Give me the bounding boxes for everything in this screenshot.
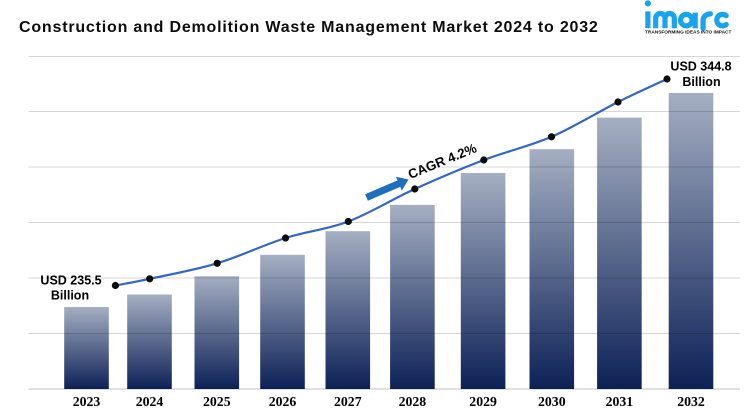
svg-text:2032: 2032 [677, 394, 705, 409]
svg-text:2025: 2025 [203, 394, 231, 409]
svg-text:USD 235.5: USD 235.5 [40, 274, 101, 288]
svg-text:USD 344.8: USD 344.8 [670, 60, 731, 74]
svg-text:2031: 2031 [606, 394, 634, 409]
svg-text:2029: 2029 [469, 394, 497, 409]
svg-text:TRANSFORMING IDEAS INTO IMPACT: TRANSFORMING IDEAS INTO IMPACT [645, 30, 731, 36]
svg-text:Construction and Demolition Wa: Construction and Demolition Waste Manage… [19, 19, 599, 36]
svg-text:2026: 2026 [269, 394, 297, 409]
svg-text:Billion: Billion [51, 289, 89, 303]
svg-text:2027: 2027 [334, 394, 362, 409]
svg-text:2023: 2023 [73, 394, 101, 409]
svg-text:2024: 2024 [136, 394, 164, 409]
svg-text:Billion: Billion [682, 75, 720, 89]
svg-text:2030: 2030 [538, 394, 566, 409]
svg-text:2028: 2028 [399, 394, 427, 409]
